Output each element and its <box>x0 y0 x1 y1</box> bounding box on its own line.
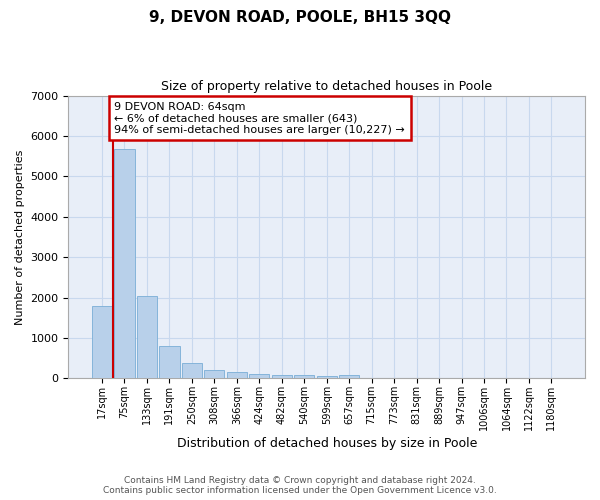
Y-axis label: Number of detached properties: Number of detached properties <box>15 149 25 324</box>
Title: Size of property relative to detached houses in Poole: Size of property relative to detached ho… <box>161 80 492 93</box>
X-axis label: Distribution of detached houses by size in Poole: Distribution of detached houses by size … <box>176 437 477 450</box>
Bar <box>115 150 134 378</box>
Bar <box>92 306 112 378</box>
Bar <box>159 346 179 378</box>
Bar <box>272 376 292 378</box>
Text: 9 DEVON ROAD: 64sqm
← 6% of detached houses are smaller (643)
94% of semi-detach: 9 DEVON ROAD: 64sqm ← 6% of detached hou… <box>115 102 405 135</box>
Bar <box>339 376 359 378</box>
Bar <box>249 374 269 378</box>
Bar <box>204 370 224 378</box>
Bar <box>294 376 314 378</box>
Text: Contains HM Land Registry data © Crown copyright and database right 2024.
Contai: Contains HM Land Registry data © Crown c… <box>103 476 497 495</box>
Bar <box>227 372 247 378</box>
Bar <box>137 296 157 378</box>
Text: 9, DEVON ROAD, POOLE, BH15 3QQ: 9, DEVON ROAD, POOLE, BH15 3QQ <box>149 10 451 25</box>
Bar <box>317 376 337 378</box>
Bar <box>182 364 202 378</box>
